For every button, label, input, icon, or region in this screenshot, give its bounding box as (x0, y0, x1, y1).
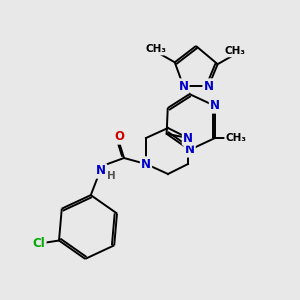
Text: CH₃: CH₃ (225, 133, 246, 143)
Text: CH₃: CH₃ (224, 46, 245, 56)
Text: N: N (183, 131, 193, 145)
Text: N: N (204, 80, 214, 92)
Text: N: N (178, 80, 188, 92)
Text: N: N (184, 143, 195, 156)
Text: H: H (106, 171, 116, 181)
Text: N: N (141, 158, 151, 170)
Text: CH₃: CH₃ (145, 44, 166, 54)
Text: O: O (114, 130, 124, 143)
Text: Cl: Cl (33, 237, 45, 250)
Text: N: N (96, 164, 106, 178)
Text: N: N (210, 99, 220, 112)
